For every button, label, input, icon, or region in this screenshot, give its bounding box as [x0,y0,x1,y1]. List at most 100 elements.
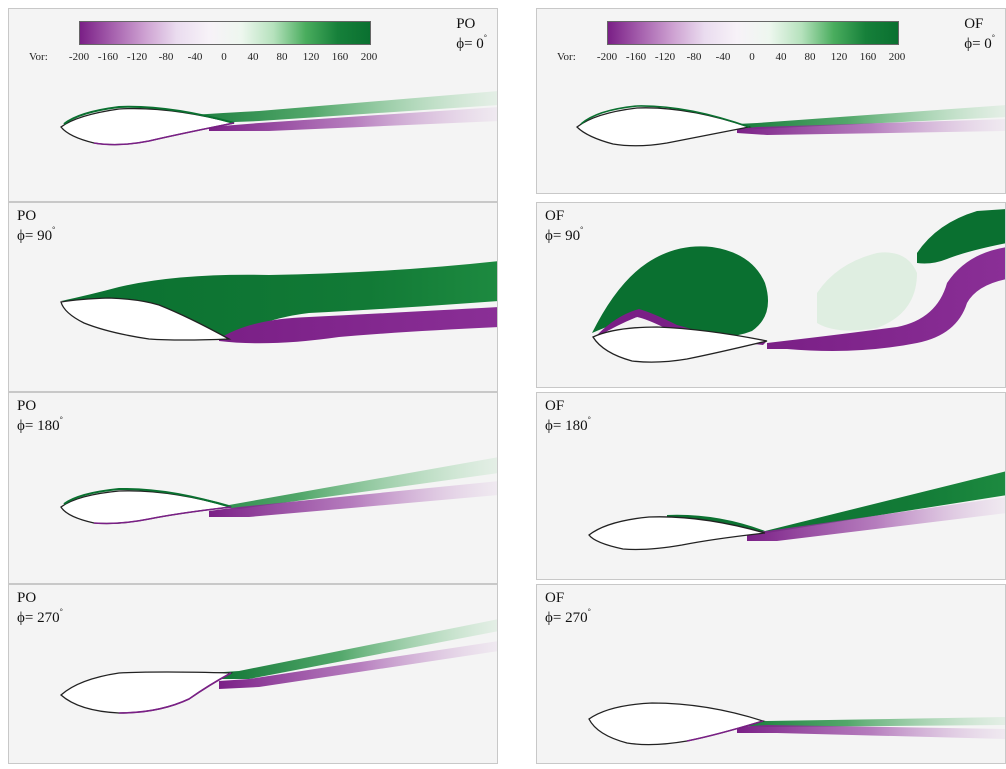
colorbar-tick: -40 [187,51,203,63]
panel-of-90: OF ϕ= 90° [536,202,1006,388]
airfoil [576,107,752,147]
colorbar-tick: 0 [221,51,227,63]
case-label: PO [17,208,37,224]
phase-label: ϕ= 270 [17,610,60,626]
colorbar-tick: 80 [804,51,816,63]
panel-po-270: PO ϕ= 270° [8,584,498,764]
colorbar-strip [79,21,371,45]
vorticity-field-of-0 [576,105,1005,147]
colorbar-tick: -200 [596,51,618,63]
lower-wake [209,481,497,517]
colorbar-tick: 80 [276,51,288,63]
lower-wake [219,641,497,689]
airfoil [60,490,232,525]
upper-wake [139,457,497,509]
colorbar-tick: 200 [360,51,378,63]
airfoil [60,671,234,714]
upper-wake [717,105,1005,129]
upper-wake [667,471,1005,533]
panel-of-180: OF ϕ= 180° [536,392,1006,580]
panel-po-0: Vor: -200 -160 -120 -80 -40 0 40 80 120 … [8,8,498,202]
upper-wake [209,619,497,679]
panel-label: OF ϕ= 0° [964,17,995,52]
degree-sign: ° [587,607,591,616]
panel-label: OF ϕ= 90° [545,209,583,244]
case-label: PO [456,16,476,32]
colorbar-tick: -120 [654,51,676,63]
phase-label: ϕ= 180 [17,418,60,434]
colorbar-tick: -80 [686,51,702,63]
vorticity-field-of-270 [588,702,1005,746]
panel-label: PO ϕ= 270° [17,591,63,626]
colorbar-tick: 160 [331,51,349,63]
lower-wake [737,725,1005,739]
upper-far-wake [917,209,1005,264]
panel-label: PO ϕ= 90° [17,209,55,244]
upper-wake [61,261,497,341]
colorbar-label: Vor: [557,51,576,63]
phase-label: ϕ= 90 [17,228,53,244]
lower-wake [747,497,1005,541]
vorticity-field-of-180 [588,471,1005,551]
upper-boundary-layer [63,105,235,125]
colorbar-tick: -120 [126,51,148,63]
vorticity-field-po-0 [60,91,497,146]
lower-wake [219,307,497,344]
degree-sign: ° [59,415,63,424]
panel-label: OF ϕ= 270° [545,591,591,626]
phase-label: ϕ= 90 [545,228,581,244]
colorbar-tick: 120 [830,51,848,63]
airfoil [60,297,232,341]
lower-wake [737,119,1005,135]
airfoil [588,702,766,746]
colorbar-tick: 120 [302,51,320,63]
colorbar-tick: -160 [97,51,119,63]
lower-boundary-layer [686,720,764,742]
colorbar-tick: -80 [158,51,174,63]
airfoil [588,516,766,551]
vorticity-field-po-270 [60,619,497,714]
phase-label: ϕ= 0 [964,36,992,52]
colorbar-tick: 160 [859,51,877,63]
case-label: PO [17,398,37,414]
degree-sign: ° [587,415,591,424]
colorbar-tick: -200 [68,51,90,63]
faint-vortex [817,252,917,331]
colorbar: Vor: -200 -160 -120 -80 -40 0 40 80 120 … [557,21,937,71]
lower-boundary-layer [93,506,232,525]
panel-label: PO ϕ= 0° [456,17,487,52]
colorbar-tick: -160 [625,51,647,63]
case-label: PO [17,590,37,606]
colorbar-tick: 40 [247,51,259,63]
degree-sign: ° [991,33,995,42]
phase-label: ϕ= 180 [545,418,588,434]
colorbar-tick: 40 [775,51,787,63]
colorbar-tick: 200 [888,51,906,63]
upper-wake [159,91,497,123]
upper-wake [717,717,1005,727]
degree-sign: ° [580,225,584,234]
degree-sign: ° [483,33,487,42]
lower-wake [767,247,1005,351]
lower-wake [209,107,497,131]
case-label: OF [964,16,984,32]
colorbar-strip [607,21,899,45]
colorbar-label: Vor: [29,51,48,63]
vorticity-field-po-90 [60,261,497,344]
upper-boundary-layer [63,487,232,508]
degree-sign: ° [59,607,63,616]
panel-po-90: PO ϕ= 90° [8,202,498,392]
colorbar-tick: 0 [749,51,755,63]
panel-po-180: PO ϕ= 180° [8,392,498,584]
case-label: OF [545,590,565,606]
panel-of-270: OF ϕ= 270° [536,584,1006,764]
case-label: OF [545,398,565,414]
panel-label: OF ϕ= 180° [545,399,591,434]
panel-label: PO ϕ= 180° [17,399,63,434]
phase-label: ϕ= 0 [456,36,484,52]
degree-sign: ° [52,225,56,234]
airfoil [592,326,768,363]
phase-label: ϕ= 270 [545,610,588,626]
vorticity-field-of-90 [592,209,1005,363]
lower-boundary-layer [93,122,235,146]
